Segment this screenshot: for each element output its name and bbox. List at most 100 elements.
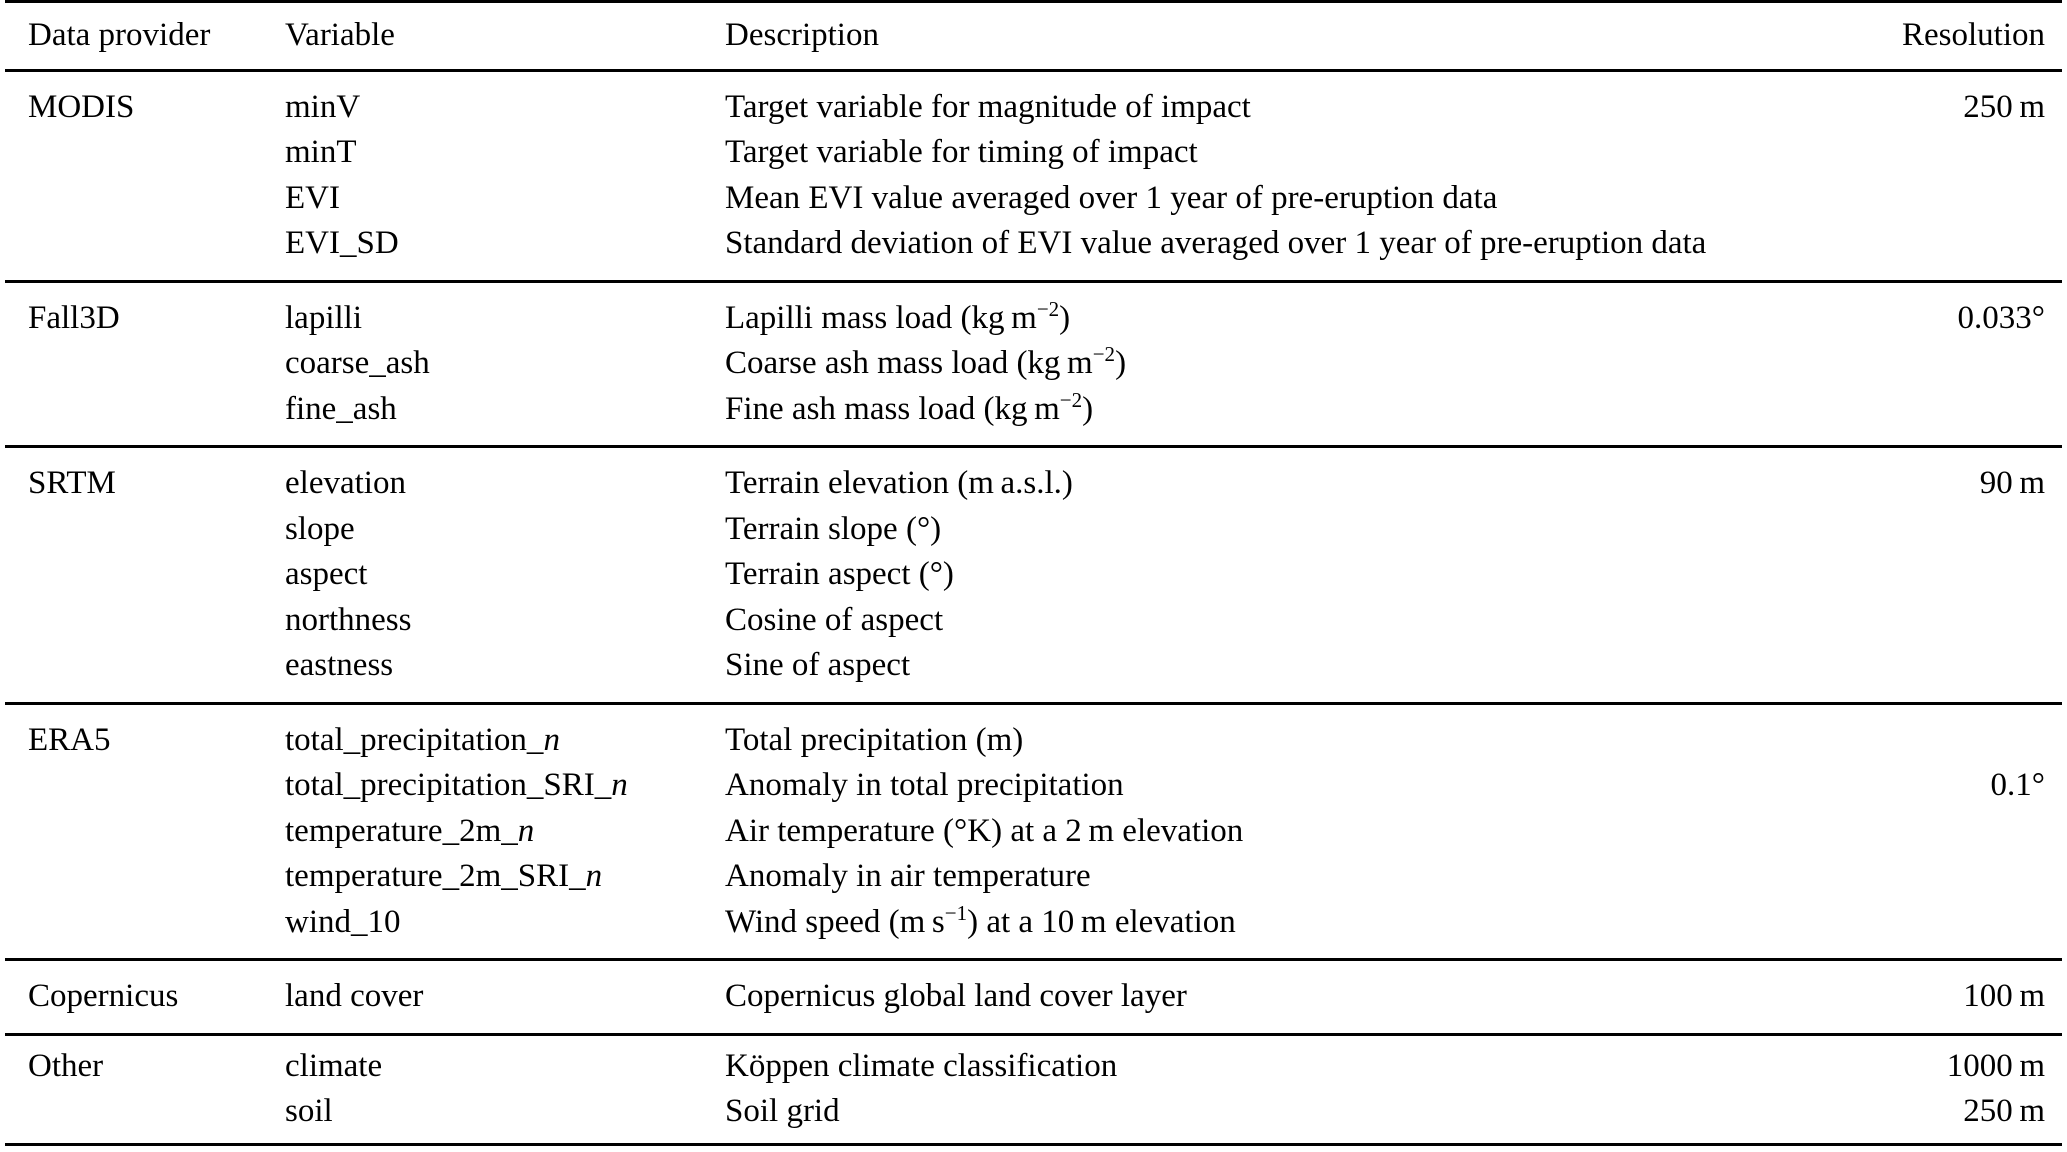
text-segment: Soil grid	[725, 1093, 840, 1129]
text-segment: Anomaly in total precipitation	[725, 767, 1124, 803]
resolution-value: 0.1°	[1990, 767, 2045, 803]
section-divider-rule	[5, 701, 2062, 705]
variable-cell: soil	[285, 1089, 725, 1135]
provider-cell	[28, 507, 285, 553]
resolution-cell: 250 m	[1947, 1089, 2045, 1135]
provider-cell	[28, 900, 285, 946]
description-cell: Lapilli mass load (kg m−2)	[725, 296, 1958, 342]
resolution-cell	[1980, 598, 2045, 644]
text-segment: )	[1082, 390, 1094, 427]
variable-cell: total_precipitation_n	[285, 718, 725, 764]
text-segment: Air temperature (°K) at a 2 m elevation	[725, 812, 1244, 849]
section-fall3d: Fall3D lapilli Lapilli mass load (kg m−2) 0…	[0, 283, 2067, 446]
provider-cell	[28, 1089, 285, 1135]
italic-variable-suffix: n	[611, 767, 628, 803]
resolution-cell	[1991, 718, 2045, 764]
text-segment: Anomaly in air temperature	[725, 858, 1091, 894]
text-segment: total_precipitation_SRI_	[285, 767, 612, 803]
text-segment: temperature_2m_SRI_	[285, 858, 586, 894]
section-divider-rule	[5, 1032, 2062, 1036]
provider-cell	[28, 809, 285, 855]
text-segment: land cover	[285, 978, 424, 1014]
description-cell: Standard deviation of EVI value averaged…	[725, 221, 1963, 267]
provider-cell	[28, 598, 285, 644]
variable-cell: northness	[285, 598, 725, 644]
description-cell: Cosine of aspect	[725, 598, 1980, 644]
description-cell: Anomaly in air temperature	[725, 854, 1991, 900]
variable-cell: elevation	[285, 461, 725, 507]
section-era5: ERA5 total_precipitation_n Total precipita…	[0, 705, 2067, 959]
description-cell: Target variable for timing of impact	[725, 130, 1963, 176]
text-segment: climate	[285, 1047, 383, 1084]
provider-cell	[28, 552, 285, 598]
description-cell: Köppen climate classification	[725, 1044, 1947, 1090]
text-segment: Terrain slope (°)	[725, 510, 942, 547]
superscript-text: −1	[944, 900, 968, 925]
provider-name: Fall3D	[28, 299, 120, 336]
provider-cell: ERA5	[28, 718, 285, 764]
provider-name: Copernicus	[28, 978, 179, 1014]
resolution-value: 250 m	[1963, 1093, 2045, 1129]
provider-cell	[28, 221, 285, 267]
text-segment: Copernicus global land cover layer	[725, 978, 1187, 1014]
description-cell: Anomaly in total precipitation	[725, 763, 1991, 809]
description-cell: Target variable for magnitude of impact	[725, 85, 1963, 131]
variable-cell: total_precipitation_SRI_n	[285, 763, 725, 809]
variable-cell: temperature_2m_SRI_n	[285, 854, 725, 900]
text-segment: Sine of aspect	[725, 647, 911, 683]
resolution-cell	[1963, 221, 2045, 267]
variable-cell: climate	[285, 1044, 725, 1090]
resolution-value: 250 m	[1963, 88, 2045, 125]
column-header-resolution: Resolution	[1901, 17, 2045, 53]
resolution-cell	[1991, 900, 2045, 946]
text-segment: total_precipitation_	[285, 721, 544, 758]
text-segment: Standard deviation of EVI value averaged…	[725, 225, 1707, 261]
provider-name: SRTM	[28, 465, 116, 501]
description-cell: Soil grid	[725, 1089, 1947, 1135]
resolution-cell: 1000 m	[1947, 1044, 2045, 1090]
table-top-rule	[5, 0, 2062, 3]
resolution-cell: 100 m	[1963, 974, 2045, 1020]
text-segment: Wind speed (m s	[725, 903, 945, 940]
variable-cell: temperature_2m_n	[285, 809, 725, 855]
superscript-text: −2	[1092, 342, 1116, 366]
text-segment: EVI	[285, 179, 340, 216]
description-cell: Air temperature (°K) at a 2 m elevation	[725, 809, 1991, 855]
text-segment: Fine ash mass load (kg m	[725, 390, 1060, 427]
resolution-cell	[1980, 643, 2045, 689]
text-segment: Terrain elevation (m a.s.l.)	[725, 465, 1073, 501]
provider-cell	[28, 763, 285, 809]
description-cell: Coarse ash mass load (kg m−2)	[725, 341, 1958, 387]
variable-cell: fine_ash	[285, 387, 725, 433]
column-header-data-provider: Data provider	[28, 17, 211, 53]
description-cell: Total precipitation (m)	[725, 718, 1991, 764]
variable-cell: aspect	[285, 552, 725, 598]
provider-cell	[28, 176, 285, 222]
resolution-cell: 250 m	[1963, 85, 2045, 131]
text-segment: soil	[285, 1093, 333, 1129]
variable-cell: wind_10	[285, 900, 725, 946]
section-divider-rule	[5, 279, 2062, 283]
resolution-value: 90 m	[1979, 465, 2045, 501]
text-segment: ) at a 10 m elevation	[967, 903, 1236, 940]
text-segment: Total precipitation (m)	[725, 721, 1024, 758]
provider-name: Other	[28, 1047, 104, 1084]
text-segment: aspect	[285, 556, 368, 592]
provider-cell	[28, 130, 285, 176]
resolution-cell: 0.1°	[1991, 763, 2045, 809]
description-cell: Fine ash mass load (kg m−2)	[725, 387, 1958, 433]
provider-cell	[28, 643, 285, 689]
resolution-cell: 90 m	[1980, 461, 2045, 507]
column-header-variable: Variable	[285, 17, 395, 53]
variable-cell: lapilli	[285, 296, 725, 342]
column-header-description: Description	[725, 17, 879, 53]
section-srtm: SRTM elevation Terrain elevation (m a.s.l.…	[0, 448, 2067, 702]
provider-cell: Fall3D	[28, 296, 285, 342]
text-segment: Mean EVI value averaged over 1 year of p…	[725, 179, 1498, 216]
section-divider-rule	[5, 958, 2062, 961]
provider-cell: MODIS	[28, 85, 285, 131]
provider-cell: Copernicus	[28, 974, 285, 1020]
section-other: Other climate Köppen climate classificatio…	[0, 1036, 2067, 1143]
resolution-cell: 0.033°	[1958, 296, 2045, 342]
